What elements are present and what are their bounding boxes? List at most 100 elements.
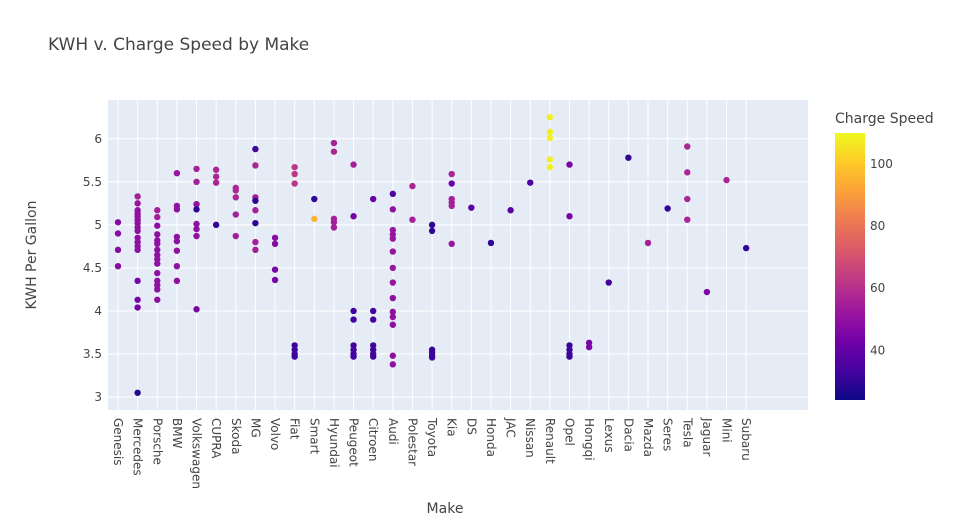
data-point[interactable] bbox=[232, 232, 239, 240]
data-point[interactable] bbox=[154, 269, 161, 277]
data-point[interactable] bbox=[193, 225, 200, 233]
data-point[interactable] bbox=[134, 277, 141, 285]
data-point[interactable] bbox=[271, 276, 279, 284]
data-point[interactable] bbox=[154, 240, 161, 248]
data-point[interactable] bbox=[389, 321, 397, 328]
data-point[interactable] bbox=[114, 230, 122, 237]
data-point[interactable] bbox=[134, 193, 141, 200]
data-point[interactable] bbox=[644, 239, 652, 247]
data-point[interactable] bbox=[193, 178, 200, 186]
data-point[interactable] bbox=[409, 216, 416, 223]
data-point[interactable] bbox=[507, 207, 514, 214]
data-point[interactable] bbox=[330, 148, 338, 155]
data-point[interactable] bbox=[330, 219, 338, 226]
data-point[interactable] bbox=[291, 170, 298, 178]
data-point[interactable] bbox=[369, 316, 377, 323]
data-point[interactable] bbox=[389, 313, 397, 321]
data-point[interactable] bbox=[546, 163, 554, 171]
data-point[interactable] bbox=[684, 216, 691, 223]
data-point[interactable] bbox=[527, 179, 534, 186]
data-point[interactable] bbox=[232, 211, 239, 218]
data-point[interactable] bbox=[742, 244, 750, 252]
data-point[interactable] bbox=[154, 231, 161, 238]
data-point[interactable] bbox=[448, 180, 455, 187]
data-point[interactable] bbox=[409, 182, 416, 190]
data-point[interactable] bbox=[389, 308, 397, 316]
data-point[interactable] bbox=[173, 277, 181, 285]
data-point[interactable] bbox=[684, 169, 691, 176]
data-point[interactable] bbox=[703, 288, 711, 296]
data-point[interactable] bbox=[271, 266, 279, 273]
data-point[interactable] bbox=[487, 239, 495, 247]
data-point[interactable] bbox=[252, 197, 259, 204]
data-point[interactable] bbox=[330, 224, 338, 231]
data-point[interactable] bbox=[271, 240, 279, 248]
data-point[interactable] bbox=[154, 286, 161, 293]
data-point[interactable] bbox=[428, 221, 436, 229]
data-point[interactable] bbox=[134, 296, 141, 303]
data-point[interactable] bbox=[664, 205, 671, 212]
data-point[interactable] bbox=[448, 170, 455, 178]
data-point[interactable] bbox=[193, 165, 200, 173]
data-point[interactable] bbox=[625, 154, 632, 161]
data-point[interactable] bbox=[252, 246, 259, 254]
data-point[interactable] bbox=[212, 221, 220, 229]
data-point[interactable] bbox=[546, 134, 554, 142]
data-point[interactable] bbox=[252, 219, 259, 227]
data-point[interactable] bbox=[114, 262, 122, 270]
data-point[interactable] bbox=[291, 180, 298, 187]
data-point[interactable] bbox=[546, 156, 554, 163]
data-point[interactable] bbox=[350, 307, 357, 315]
data-point[interactable] bbox=[369, 195, 377, 203]
data-point[interactable] bbox=[193, 200, 200, 208]
data-point[interactable] bbox=[389, 352, 397, 359]
data-point[interactable] bbox=[566, 213, 573, 220]
data-point[interactable] bbox=[114, 219, 122, 226]
data-point[interactable] bbox=[369, 353, 377, 360]
data-point[interactable] bbox=[566, 353, 573, 360]
data-point[interactable] bbox=[212, 179, 220, 186]
data-point[interactable] bbox=[291, 163, 298, 171]
data-point[interactable] bbox=[566, 161, 573, 168]
data-point[interactable] bbox=[546, 128, 554, 136]
data-point[interactable] bbox=[389, 190, 397, 198]
data-point[interactable] bbox=[193, 306, 200, 313]
data-point[interactable] bbox=[252, 238, 259, 246]
data-point[interactable] bbox=[330, 139, 338, 147]
data-point[interactable] bbox=[350, 161, 357, 168]
data-point[interactable] bbox=[428, 227, 436, 235]
data-point[interactable] bbox=[173, 169, 181, 177]
data-point[interactable] bbox=[193, 206, 200, 213]
data-point[interactable] bbox=[468, 204, 475, 211]
data-point[interactable] bbox=[173, 206, 181, 213]
data-point[interactable] bbox=[134, 246, 141, 254]
data-point[interactable] bbox=[134, 200, 141, 207]
data-point[interactable] bbox=[212, 173, 220, 180]
data-point[interactable] bbox=[134, 227, 141, 235]
data-point[interactable] bbox=[252, 145, 259, 153]
data-point[interactable] bbox=[154, 222, 161, 229]
data-point[interactable] bbox=[134, 304, 141, 311]
data-point[interactable] bbox=[684, 143, 691, 150]
data-point[interactable] bbox=[369, 307, 377, 315]
data-point[interactable] bbox=[173, 247, 181, 254]
data-point[interactable] bbox=[114, 246, 122, 254]
data-point[interactable] bbox=[212, 166, 220, 173]
data-point[interactable] bbox=[154, 260, 161, 267]
data-point[interactable] bbox=[448, 240, 455, 248]
data-point[interactable] bbox=[271, 234, 279, 241]
data-point[interactable] bbox=[428, 354, 436, 361]
data-point[interactable] bbox=[193, 220, 200, 228]
data-point[interactable] bbox=[232, 187, 239, 194]
data-point[interactable] bbox=[350, 316, 357, 323]
data-point[interactable] bbox=[134, 389, 141, 396]
data-point[interactable] bbox=[389, 361, 397, 368]
data-point[interactable] bbox=[154, 246, 161, 254]
data-point[interactable] bbox=[389, 248, 397, 255]
data-point[interactable] bbox=[311, 195, 318, 203]
data-point[interactable] bbox=[350, 353, 357, 360]
data-point[interactable] bbox=[311, 215, 318, 223]
data-point[interactable] bbox=[193, 232, 200, 240]
data-point[interactable] bbox=[350, 213, 357, 220]
data-point[interactable] bbox=[154, 296, 161, 303]
